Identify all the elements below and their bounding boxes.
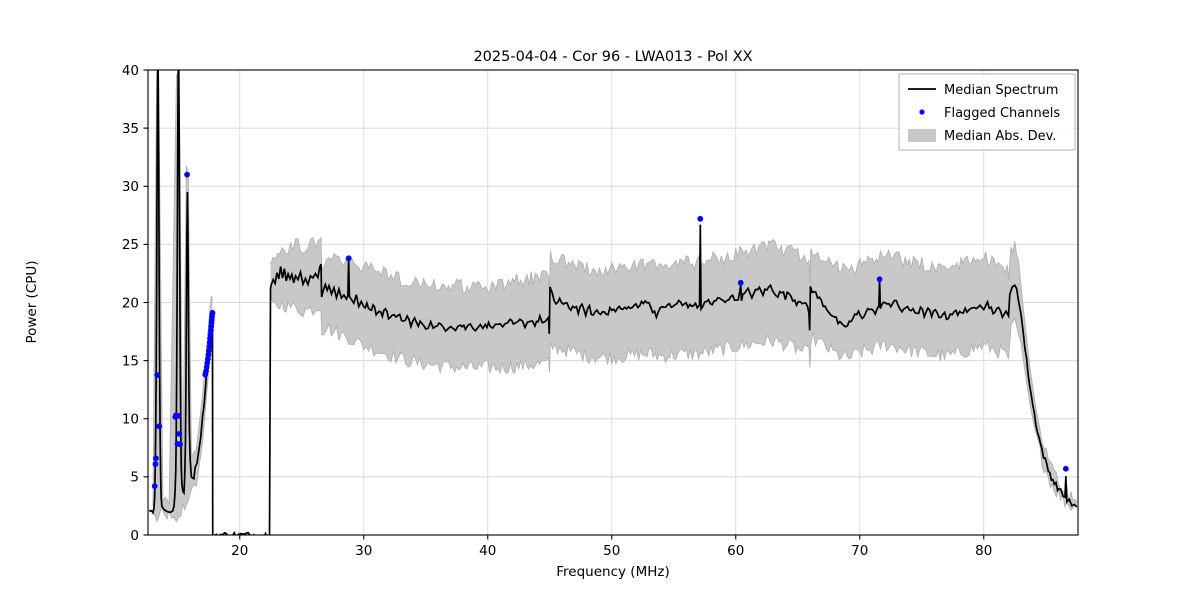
x-tick-label: 30 <box>355 543 372 559</box>
flagged-channel-point <box>156 423 163 430</box>
flagged-channel-point <box>177 441 183 448</box>
x-tick-label: 50 <box>603 543 620 559</box>
flagged-channel-point <box>345 255 352 262</box>
chart-legend[interactable]: Median Spectrum Flagged Channels Median … <box>898 73 1076 151</box>
mad-lower-edge <box>152 297 1078 523</box>
mad-upper-edge <box>152 70 1078 506</box>
x-tick-label: 60 <box>727 543 744 559</box>
legend-label-median-spectrum: Median Spectrum <box>944 83 1058 98</box>
y-tick-label: 30 <box>122 179 139 195</box>
flagged-channel-point <box>697 215 704 222</box>
legend-label-flagged-channels: Flagged Channels <box>944 106 1060 121</box>
x-axis-ticks: 20 30 40 50 60 70 80 <box>231 535 992 559</box>
y-tick-label: 5 <box>130 470 139 486</box>
y-axis-ticks: 0 5 10 15 20 25 30 35 40 <box>122 63 148 544</box>
y-tick-label: 35 <box>122 121 139 137</box>
flagged-channel-point <box>737 279 744 286</box>
flagged-channel-point <box>152 461 159 467</box>
y-axis-label: Power (CPU) <box>24 260 40 343</box>
flagged-channel-point <box>1062 465 1069 472</box>
y-tick-label: 0 <box>130 528 139 544</box>
mad-band-area <box>152 70 1077 522</box>
y-tick-label: 15 <box>122 353 139 369</box>
x-tick-label: 80 <box>975 543 992 559</box>
flagged-channel-point <box>209 310 216 316</box>
legend-item-flagged-channels[interactable]: Flagged Channels <box>919 106 1060 121</box>
legend-item-median-spectrum[interactable]: Median Spectrum <box>908 83 1058 98</box>
y-tick-label: 10 <box>122 412 139 428</box>
y-tick-label: 40 <box>122 63 139 79</box>
flagged-channel-point <box>154 372 161 379</box>
legend-item-median-abs-dev[interactable]: Median Abs. Dev. <box>908 129 1056 144</box>
x-tick-label: 20 <box>231 543 248 559</box>
flagged-channel-point <box>876 276 883 283</box>
page-title: 2025-04-04 - Cor 96 - LWA013 - Pol XX <box>473 49 752 65</box>
median-spectrum-line <box>148 70 1078 535</box>
y-tick-label: 25 <box>122 237 139 253</box>
flagged-channel-point <box>153 455 159 462</box>
y-tick-label: 20 <box>122 295 139 311</box>
legend-band-swatch <box>908 129 936 142</box>
flagged-channel-point <box>151 483 158 490</box>
x-tick-label: 40 <box>479 543 496 559</box>
legend-point-swatch <box>919 109 925 115</box>
flagged-channel-point <box>175 412 182 419</box>
flagged-channel-points <box>151 171 1069 490</box>
x-axis-label: Frequency (MHz) <box>556 564 669 580</box>
flagged-channel-point <box>184 171 190 178</box>
x-tick-label: 70 <box>851 543 868 559</box>
flagged-channel-point <box>176 430 183 437</box>
legend-label-median-abs-dev: Median Abs. Dev. <box>944 129 1056 144</box>
